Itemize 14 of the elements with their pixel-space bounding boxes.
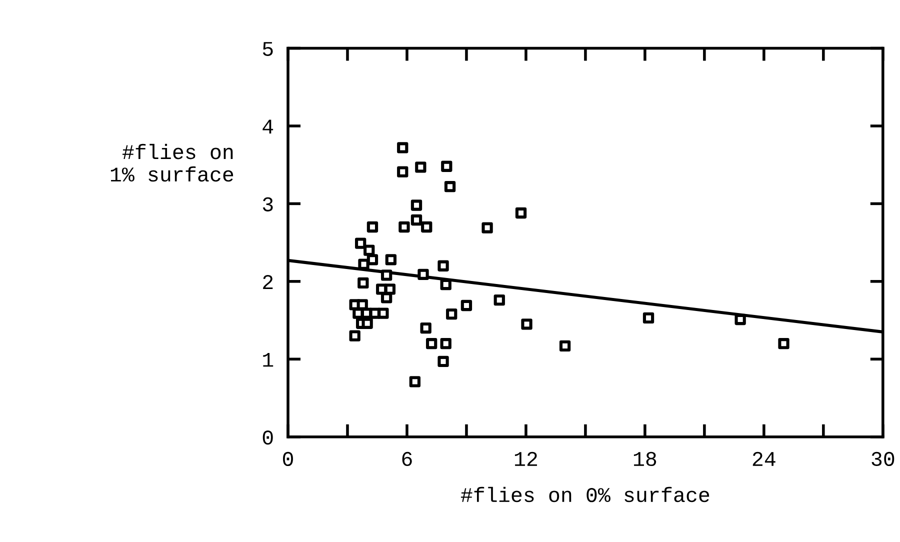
x-tick-label: 30: [872, 452, 894, 466]
y-axis-title: #flies on 1% surface: [110, 144, 234, 182]
x-axis-title: #flies on 0% surface: [460, 486, 710, 502]
x-tick-label: 24: [752, 452, 776, 466]
y-tick-label: 2: [263, 275, 273, 289]
y-tick-label: 4: [262, 120, 274, 134]
x-tick-label: 6: [402, 452, 412, 466]
x-tick-label: 18: [634, 452, 656, 466]
y-tick-label: 3: [262, 197, 273, 212]
y-tick-label: 1: [263, 352, 274, 367]
y-tick-label: 0: [262, 430, 273, 445]
y-tick-label: 5: [262, 42, 273, 56]
x-tick-label: 0: [283, 452, 293, 466]
x-tick-label: 12: [514, 452, 537, 466]
